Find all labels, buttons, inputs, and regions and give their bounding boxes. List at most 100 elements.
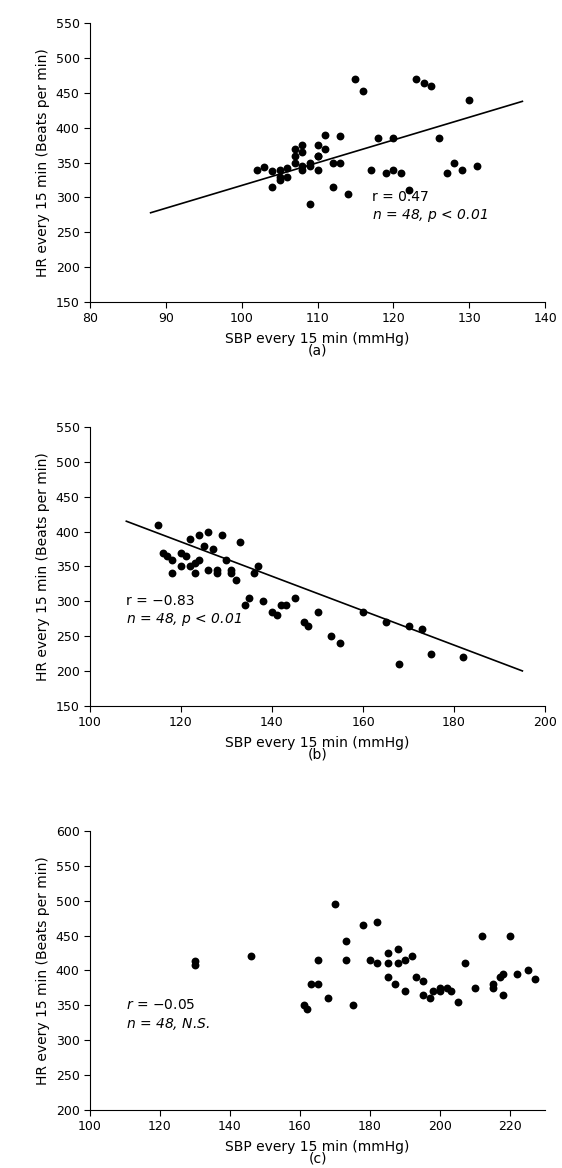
Point bbox=[222, 550, 231, 569]
Point bbox=[446, 982, 455, 1001]
Point bbox=[472, 157, 481, 175]
Point bbox=[204, 561, 213, 579]
Point bbox=[306, 975, 315, 994]
Point bbox=[418, 620, 427, 639]
Text: r = 0.47: r = 0.47 bbox=[372, 190, 429, 204]
Text: r = −0.83: r = −0.83 bbox=[126, 595, 195, 609]
Point bbox=[401, 951, 410, 969]
Point bbox=[268, 178, 277, 196]
Point bbox=[418, 986, 427, 1004]
Text: $n$ = 48, $p$ < 0.01: $n$ = 48, $p$ < 0.01 bbox=[372, 207, 488, 224]
Point bbox=[290, 589, 299, 607]
Point bbox=[374, 128, 383, 147]
Point bbox=[523, 961, 532, 980]
Point bbox=[191, 955, 200, 974]
Text: (a): (a) bbox=[308, 343, 327, 357]
Point bbox=[167, 564, 176, 583]
Point bbox=[176, 543, 185, 562]
Point bbox=[390, 975, 399, 994]
Point bbox=[328, 153, 337, 172]
Point bbox=[252, 160, 261, 179]
Point bbox=[185, 529, 194, 548]
X-axis label: SBP every 15 min (mmHg): SBP every 15 min (mmHg) bbox=[225, 332, 410, 346]
Point bbox=[268, 161, 277, 180]
Point bbox=[283, 159, 292, 178]
Point bbox=[328, 178, 337, 196]
Point bbox=[194, 550, 203, 569]
Point bbox=[465, 91, 474, 110]
Point bbox=[389, 160, 398, 179]
Point bbox=[259, 592, 268, 611]
Point bbox=[383, 954, 392, 973]
Point bbox=[457, 160, 466, 179]
X-axis label: SBP every 15 min (mmHg): SBP every 15 min (mmHg) bbox=[225, 736, 410, 750]
Point bbox=[235, 533, 244, 551]
Point bbox=[313, 146, 322, 165]
Point bbox=[313, 146, 322, 165]
X-axis label: SBP every 15 min (mmHg): SBP every 15 min (mmHg) bbox=[225, 1140, 410, 1154]
Point bbox=[373, 954, 382, 973]
Point bbox=[313, 160, 322, 179]
Point bbox=[488, 979, 497, 997]
Point bbox=[313, 951, 322, 969]
Point bbox=[442, 164, 451, 182]
Point bbox=[459, 647, 468, 666]
Point bbox=[268, 603, 277, 621]
Point bbox=[341, 932, 350, 951]
Point bbox=[204, 522, 213, 541]
Point bbox=[163, 547, 172, 565]
Point bbox=[260, 158, 269, 176]
Point bbox=[336, 153, 345, 172]
Point bbox=[396, 164, 405, 182]
Point bbox=[343, 185, 352, 203]
Point bbox=[365, 951, 374, 969]
Point bbox=[209, 540, 217, 558]
Point bbox=[419, 74, 428, 92]
Point bbox=[176, 557, 185, 576]
Point bbox=[290, 146, 299, 165]
Point bbox=[389, 128, 398, 147]
Point bbox=[240, 596, 249, 614]
Point bbox=[298, 160, 307, 179]
Point bbox=[320, 139, 329, 158]
Point bbox=[306, 153, 315, 172]
Point bbox=[383, 968, 392, 987]
Point bbox=[336, 634, 345, 653]
Point bbox=[330, 895, 339, 913]
Point bbox=[470, 979, 479, 997]
Point bbox=[213, 564, 222, 583]
Y-axis label: HR every 15 min (Beats per min): HR every 15 min (Beats per min) bbox=[36, 452, 50, 681]
Point bbox=[436, 979, 445, 997]
Point bbox=[341, 951, 350, 969]
Point bbox=[453, 993, 462, 1011]
Point bbox=[313, 603, 322, 621]
Point bbox=[450, 153, 459, 172]
Point bbox=[283, 167, 292, 186]
Point bbox=[306, 195, 315, 214]
Point bbox=[436, 982, 445, 1001]
Point bbox=[429, 982, 438, 1001]
Y-axis label: HR every 15 min (Beats per min): HR every 15 min (Beats per min) bbox=[36, 48, 50, 277]
Point bbox=[359, 603, 368, 621]
Point bbox=[425, 989, 434, 1008]
Point bbox=[488, 975, 497, 994]
Point bbox=[194, 526, 203, 544]
Point bbox=[348, 996, 357, 1015]
Point bbox=[250, 564, 259, 583]
Point bbox=[154, 515, 163, 534]
Text: $n$ = 48, $p$ < 0.01: $n$ = 48, $p$ < 0.01 bbox=[126, 611, 242, 627]
Point bbox=[411, 70, 420, 89]
Point bbox=[313, 975, 322, 994]
Point bbox=[383, 944, 392, 962]
Text: (b): (b) bbox=[307, 748, 328, 762]
Point bbox=[313, 135, 322, 154]
Point bbox=[513, 965, 522, 983]
Point bbox=[275, 171, 284, 189]
Point bbox=[247, 947, 256, 966]
Point bbox=[460, 954, 469, 973]
Point bbox=[359, 82, 368, 100]
Point bbox=[290, 139, 299, 158]
Point bbox=[427, 645, 436, 663]
Point bbox=[304, 617, 313, 635]
Point bbox=[190, 554, 199, 572]
